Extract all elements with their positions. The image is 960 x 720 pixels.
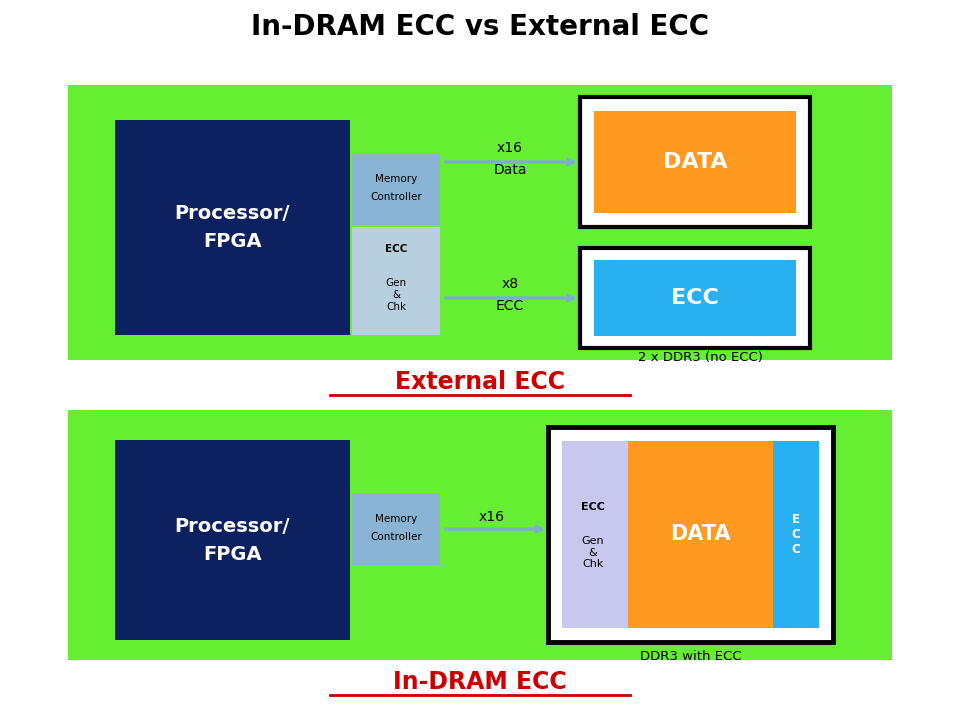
Bar [580,248,810,348]
Bar [548,427,833,642]
Bar [352,493,440,565]
Bar [68,85,892,360]
Text: DDR3 with ECC: DDR3 with ECC [639,649,741,662]
Text: DATA: DATA [670,524,731,544]
Text: Gen
&
Chk: Gen & Chk [385,279,407,312]
Text: Gen
&
Chk: Gen & Chk [582,536,604,569]
Text: DATA: DATA [662,152,728,172]
Text: Processor/: Processor/ [175,204,290,223]
Text: 2 x DDR3 (no ECC): 2 x DDR3 (no ECC) [637,351,762,364]
Text: FPGA: FPGA [204,232,262,251]
Text: In-DRAM ECC: In-DRAM ECC [394,670,566,694]
Bar [115,120,350,335]
Bar [352,153,440,225]
Text: Controller: Controller [371,192,421,202]
Text: Data: Data [493,163,527,177]
Text: E
C
C: E C C [792,513,801,556]
Text: x16: x16 [497,141,523,155]
Text: ECC: ECC [581,502,605,511]
Text: ECC: ECC [671,288,719,308]
Text: x16: x16 [479,510,505,524]
Bar [594,260,796,336]
Bar [594,111,796,213]
Bar [68,410,892,660]
Text: Controller: Controller [371,532,421,542]
Text: ECC: ECC [496,299,524,313]
Bar [580,97,810,227]
Bar [628,441,773,628]
Text: In-DRAM ECC vs External ECC: In-DRAM ECC vs External ECC [251,13,709,41]
Bar [562,441,819,628]
Bar [352,227,440,335]
Text: Memory: Memory [374,514,418,524]
Text: ECC: ECC [385,244,407,254]
Text: x8: x8 [501,277,518,291]
Text: Memory: Memory [374,174,418,184]
Bar [773,441,819,628]
Text: Processor/: Processor/ [175,516,290,536]
Bar [115,440,350,640]
Text: External ECC: External ECC [395,370,565,394]
Text: FPGA: FPGA [204,544,262,564]
